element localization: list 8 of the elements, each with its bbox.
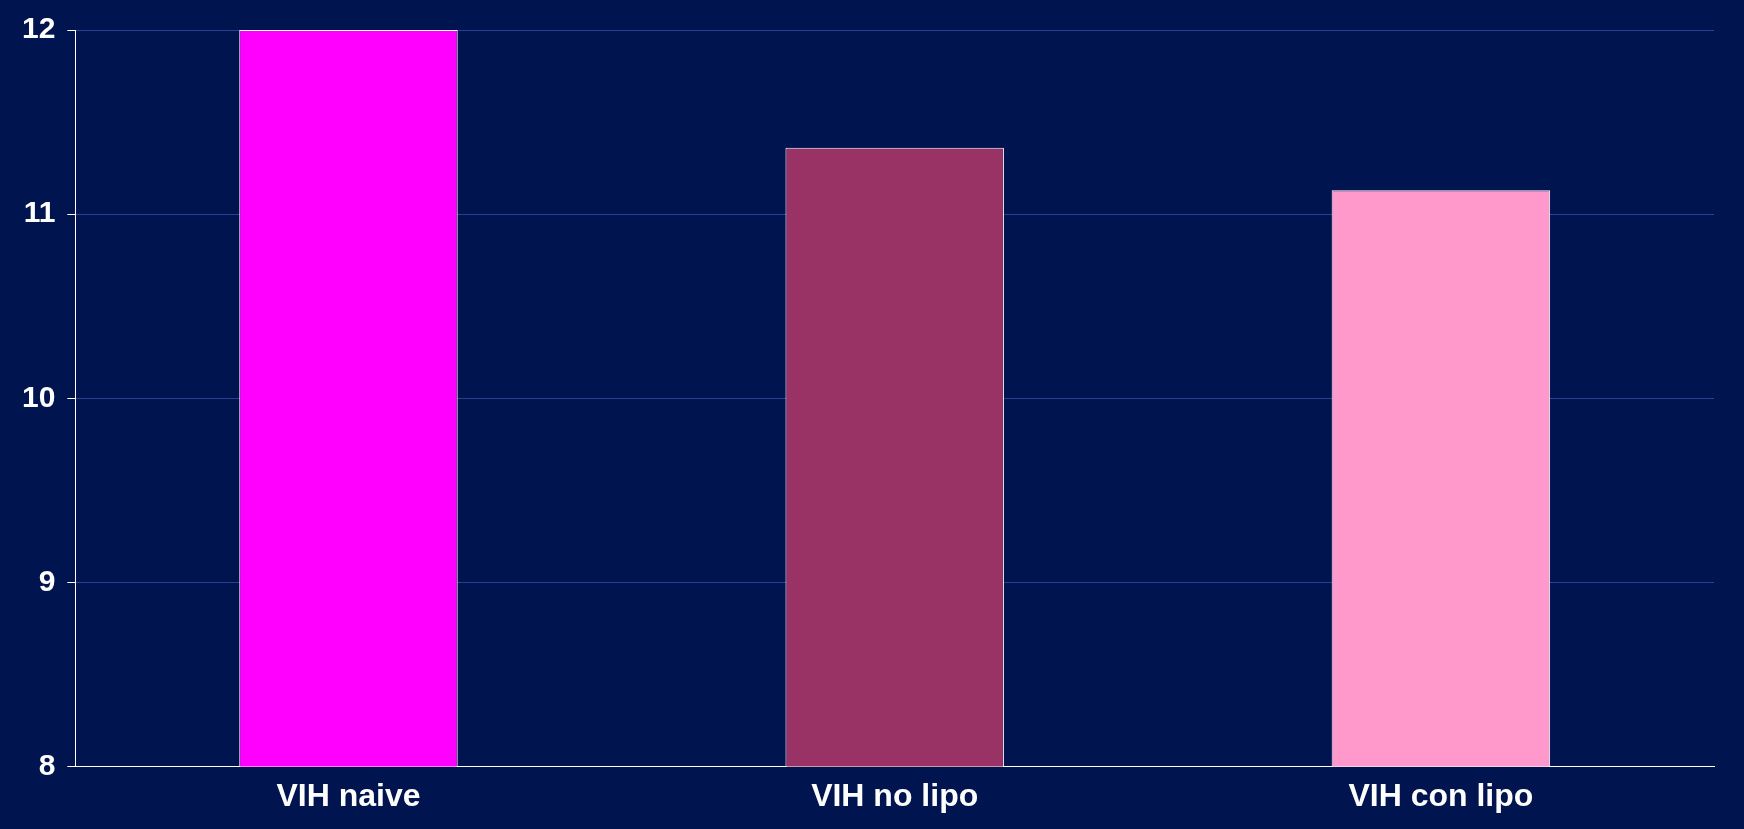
y-tick-label: 9 xyxy=(38,563,56,597)
y-tick-label: 10 xyxy=(21,379,56,413)
x-tick-label: VIH no lipo xyxy=(811,776,979,813)
x-tick-label: VIH con lipo xyxy=(1348,776,1534,813)
y-tick-label: 11 xyxy=(23,195,56,229)
y-tick-label: 8 xyxy=(38,747,56,781)
x-tick-label: VIH naive xyxy=(276,776,421,813)
y-tick-label: 12 xyxy=(21,11,56,45)
